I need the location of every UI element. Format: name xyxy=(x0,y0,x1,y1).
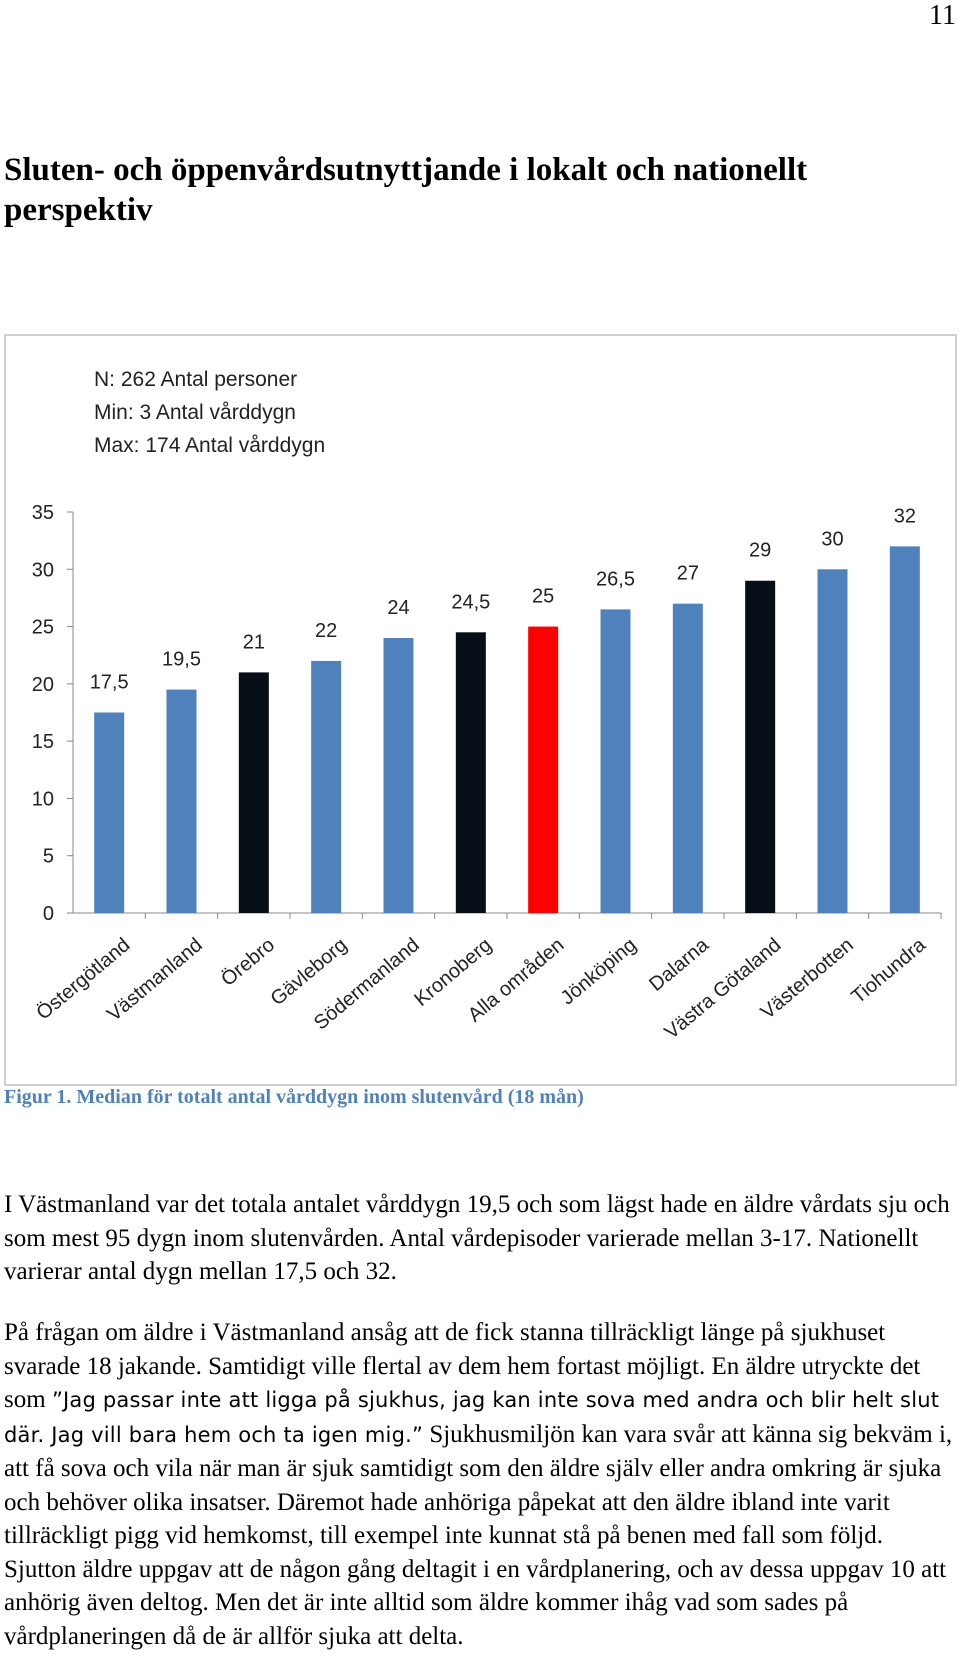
category-label: Tiohundra xyxy=(847,933,930,1008)
bar-Östergötland xyxy=(94,712,125,913)
y-tick-label: 25 xyxy=(32,617,54,639)
y-tick-label: 15 xyxy=(32,731,54,753)
value-label: 24 xyxy=(387,597,409,619)
paragraph-2-rest: Sjukhusmiljön kan vara svår att känna si… xyxy=(4,1420,953,1650)
value-label: 27 xyxy=(677,563,699,585)
bar-Dalarna xyxy=(672,603,703,913)
value-label: 25 xyxy=(532,586,554,608)
annotation-line: N: 262 Antal personer xyxy=(94,368,297,391)
bar-Alla områden xyxy=(528,626,559,913)
section-heading: Sluten- och öppenvårdsutnyttjande i loka… xyxy=(4,152,808,228)
bar-Kronoberg xyxy=(455,632,486,913)
bar-Västerbotten xyxy=(817,569,848,913)
category-label: Jönköping xyxy=(557,934,641,1009)
chart-axes: 0 5 10 15 20 25 30 35 xyxy=(32,502,942,925)
value-label: 29 xyxy=(749,540,771,562)
bar-Västmanland xyxy=(166,689,197,913)
category-label: Dalarna xyxy=(645,933,713,995)
y-tick-label: 35 xyxy=(32,502,54,524)
value-label: 17,5 xyxy=(90,672,129,694)
paragraph-1: I Västmanland var det totala antalet vår… xyxy=(4,1191,950,1285)
bar-chart: N: 262 Antal personer Min: 3 Antal vårddy… xyxy=(32,368,942,1044)
chart-bars xyxy=(94,546,920,913)
y-tick-label: 5 xyxy=(43,846,54,868)
chart-annotation: N: 262 Antal personer Min: 3 Antal vårddy… xyxy=(94,368,325,457)
bar-Jönköping xyxy=(600,609,631,913)
category-label: Örebro xyxy=(217,934,279,991)
figure-caption: Figur 1. Median för totalt antal vårddyg… xyxy=(4,1086,584,1108)
value-label: 30 xyxy=(821,528,843,550)
value-label: 22 xyxy=(315,620,337,642)
y-tick-label: 20 xyxy=(32,674,54,696)
bar-Västra Götaland xyxy=(745,580,776,913)
value-label: 32 xyxy=(894,505,916,527)
paragraph-2-intro: På frågan om äldre i Västmanland ansåg a… xyxy=(4,1319,921,1413)
y-tick-label: 0 xyxy=(43,903,54,925)
bar-Tiohundra xyxy=(889,546,920,913)
value-label: 26,5 xyxy=(596,568,635,590)
paragraph-2-quote: ”Jag passar inte att ligga på sjukhus, j… xyxy=(4,1388,940,1447)
bar-Örebro xyxy=(238,672,269,913)
value-label: 24,5 xyxy=(451,591,490,613)
annotation-line: Max: 174 Antal vårddygn xyxy=(94,434,325,457)
y-tick-label: 30 xyxy=(32,559,54,581)
annotation-line: Min: 3 Antal vårddygn xyxy=(94,401,296,424)
value-label: 19,5 xyxy=(162,649,201,671)
y-tick-label: 10 xyxy=(32,788,54,810)
chart-value-labels: 17,5 19,5 21 22 24 24,5 25 26,5 27 29 30 32 xyxy=(90,505,916,693)
chart-container: N: 262 Antal personer Min: 3 Antal vårddy… xyxy=(4,334,957,1086)
value-label: 21 xyxy=(243,631,265,653)
page-number: 11 xyxy=(929,0,956,31)
bar-Södermanland xyxy=(383,638,414,913)
paragraph-2: På frågan om äldre i Västmanland ansåg a… xyxy=(4,1316,954,1653)
bar-Gävleborg xyxy=(311,660,342,913)
